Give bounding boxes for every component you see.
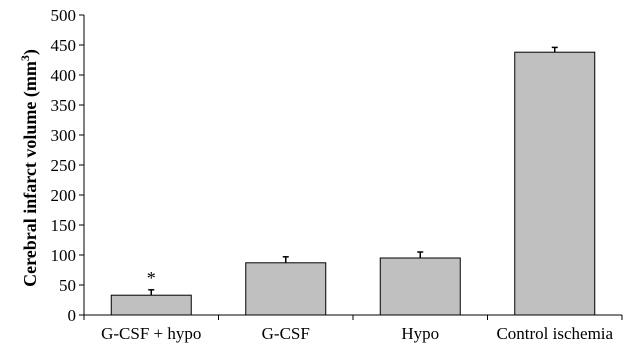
significance-marker: * [147, 268, 156, 288]
y-tick-label: 400 [51, 66, 77, 85]
y-tick-label: 0 [68, 306, 77, 325]
y-tick-label: 500 [51, 6, 77, 25]
bar [514, 51, 596, 316]
y-axis-title-main: Cerebral infarct volume (mm [20, 61, 41, 287]
y-axis: 0 50 100 150 200 250 300 350 400 450 500 [51, 6, 85, 325]
y-tick-label: 300 [51, 126, 77, 145]
y-tick-label: 250 [51, 156, 77, 175]
bar [379, 257, 461, 316]
x-tick-labels: G-CSF + hypo G-CSF Hypo Control ischemia [101, 324, 613, 343]
y-tick-label: 150 [51, 216, 77, 235]
y-tick-label: 200 [51, 186, 77, 205]
y-tick-label: 100 [51, 246, 77, 265]
x-tick-label: G-CSF [262, 324, 310, 343]
y-tick-label: 50 [59, 276, 76, 295]
y-axis-title-text: Cerebral infarct volume (mm3) [18, 49, 41, 287]
y-axis-title-suffix: ) [20, 49, 41, 55]
y-axis-title-superscript: 3 [18, 55, 32, 61]
y-axis-title: Cerebral infarct volume (mm3) [18, 49, 41, 287]
bars: * [110, 46, 596, 316]
x-tick-label: G-CSF + hypo [101, 324, 201, 343]
x-tick-label: Hypo [401, 324, 439, 343]
bar [110, 294, 192, 316]
y-tick-label: 350 [51, 96, 77, 115]
x-tick-label: Control ischemia [496, 324, 613, 343]
y-tick-label: 450 [51, 36, 77, 55]
bar [245, 262, 327, 316]
x-axis [83, 314, 623, 320]
